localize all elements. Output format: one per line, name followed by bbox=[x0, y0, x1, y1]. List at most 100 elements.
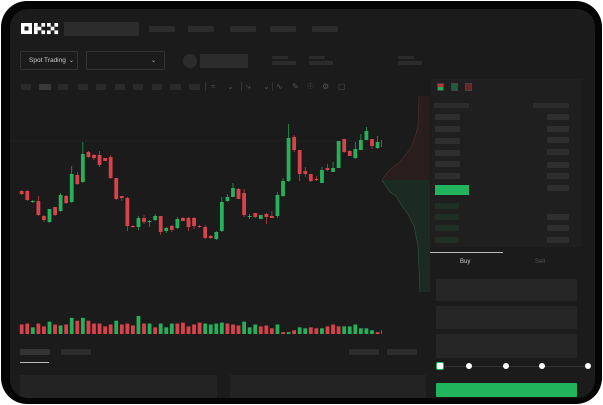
pair-dropdown[interactable]: ⌄ bbox=[86, 51, 165, 70]
ask-row[interactable] bbox=[435, 161, 460, 167]
interval-button[interactable] bbox=[170, 84, 181, 90]
book-amount[interactable] bbox=[547, 214, 569, 220]
ask-row[interactable] bbox=[435, 150, 460, 156]
interval-button[interactable] bbox=[21, 84, 31, 90]
book-bids-icon[interactable] bbox=[451, 83, 458, 91]
search-bar[interactable] bbox=[64, 22, 139, 36]
interval-button-active[interactable] bbox=[39, 84, 51, 90]
buy-button[interactable] bbox=[436, 383, 577, 397]
candlestick-chart[interactable] bbox=[10, 96, 382, 356]
volume-bar bbox=[181, 322, 185, 334]
okx-logo[interactable] bbox=[21, 23, 59, 35]
ask-row[interactable] bbox=[435, 114, 460, 120]
line-icon[interactable]: ∿ bbox=[276, 82, 283, 91]
book-asks-icon[interactable] bbox=[465, 83, 472, 91]
filter-button[interactable] bbox=[349, 349, 379, 355]
candle-body bbox=[281, 181, 285, 196]
volume-bar bbox=[242, 321, 246, 334]
candle-body bbox=[186, 218, 191, 227]
volume-bar bbox=[197, 322, 202, 334]
chevron-down-icon[interactable]: ⌄ bbox=[227, 82, 234, 91]
slider-stop[interactable] bbox=[503, 363, 509, 369]
book-amount[interactable] bbox=[547, 162, 569, 168]
nav-item[interactable] bbox=[230, 26, 256, 32]
ask-row[interactable] bbox=[435, 173, 460, 179]
slider-stop[interactable] bbox=[585, 363, 591, 369]
price-input[interactable] bbox=[436, 279, 577, 301]
candle-body bbox=[175, 219, 180, 228]
volume-bar bbox=[231, 324, 235, 334]
depth-asks-line bbox=[382, 96, 420, 181]
interval-button[interactable] bbox=[152, 84, 162, 90]
book-amount[interactable] bbox=[547, 114, 569, 120]
candle-body bbox=[264, 214, 269, 217]
indicator-icon[interactable]: ≈ bbox=[211, 82, 216, 91]
candle-body bbox=[270, 216, 274, 218]
market-type-dropdown[interactable]: Spot Trading ⌄ bbox=[20, 51, 78, 70]
camera-icon[interactable]: ☉ bbox=[307, 82, 315, 91]
nav-item[interactable] bbox=[312, 26, 338, 32]
bid-row[interactable] bbox=[435, 237, 459, 243]
volume-bar bbox=[264, 325, 269, 334]
book-amount[interactable] bbox=[547, 225, 569, 231]
book-both-icon[interactable] bbox=[437, 83, 444, 91]
volume-bar bbox=[108, 324, 113, 334]
tab-open-orders[interactable] bbox=[20, 349, 50, 355]
slider-stop[interactable] bbox=[539, 363, 545, 369]
interval-button[interactable] bbox=[115, 84, 125, 90]
interval-button[interactable] bbox=[78, 84, 88, 90]
amount-input[interactable] bbox=[436, 306, 577, 329]
interval-button[interactable] bbox=[96, 84, 106, 90]
bid-row[interactable] bbox=[435, 214, 459, 220]
book-amount[interactable] bbox=[547, 137, 569, 143]
slider-stop[interactable] bbox=[466, 363, 472, 369]
book-amount[interactable] bbox=[547, 149, 569, 155]
ask-row[interactable] bbox=[435, 126, 460, 132]
ask-row[interactable] bbox=[435, 138, 460, 144]
nav-item[interactable] bbox=[149, 26, 175, 32]
volume-bar bbox=[258, 326, 263, 334]
stat-label bbox=[309, 56, 325, 59]
nav-item[interactable] bbox=[188, 26, 214, 32]
candle-body bbox=[286, 138, 291, 181]
depth-chart bbox=[382, 96, 430, 292]
bid-row[interactable] bbox=[435, 203, 459, 209]
book-amount[interactable] bbox=[547, 185, 569, 191]
interval-button[interactable] bbox=[58, 84, 68, 90]
book-amount[interactable] bbox=[547, 173, 569, 179]
candle-body bbox=[97, 155, 102, 165]
candle-body bbox=[258, 215, 263, 219]
volume-bar bbox=[375, 332, 380, 334]
slider-handle[interactable] bbox=[436, 362, 444, 370]
chevron-down-icon: ⌄ bbox=[150, 58, 156, 64]
fullscreen-icon[interactable]: ▢ bbox=[338, 82, 346, 91]
nav-item[interactable] bbox=[270, 26, 296, 32]
volume-bar bbox=[69, 317, 74, 334]
book-amount[interactable] bbox=[547, 237, 569, 243]
book-amount[interactable] bbox=[547, 126, 569, 132]
volume-bar bbox=[131, 325, 135, 334]
interval-button[interactable] bbox=[133, 84, 143, 90]
amount-slider-track[interactable] bbox=[440, 366, 590, 367]
candle-body bbox=[19, 191, 24, 194]
tab-order-history[interactable] bbox=[61, 349, 91, 355]
volume-bar bbox=[325, 326, 330, 334]
candle-body bbox=[247, 216, 252, 217]
volume-bar bbox=[347, 326, 352, 334]
tab-sell[interactable]: Sell bbox=[535, 259, 546, 265]
volume-bar bbox=[53, 324, 57, 334]
settings-icon[interactable]: ⚙ bbox=[322, 82, 330, 91]
drawing-icon[interactable]: ⤷ bbox=[246, 82, 251, 91]
filter-button[interactable] bbox=[387, 349, 417, 355]
volume-bar bbox=[92, 323, 96, 334]
tab-buy[interactable]: Buy bbox=[460, 259, 471, 265]
ruler-icon[interactable]: ✎ bbox=[292, 82, 299, 91]
total-input[interactable] bbox=[436, 334, 577, 358]
volume-bar bbox=[75, 320, 80, 334]
chevron-down-icon[interactable]: ⌄ bbox=[263, 82, 270, 91]
volume-bar bbox=[169, 323, 174, 334]
bid-row[interactable] bbox=[435, 225, 459, 231]
volume-bar bbox=[286, 332, 291, 334]
interval-button[interactable] bbox=[189, 84, 200, 90]
volume-bar bbox=[358, 328, 363, 334]
